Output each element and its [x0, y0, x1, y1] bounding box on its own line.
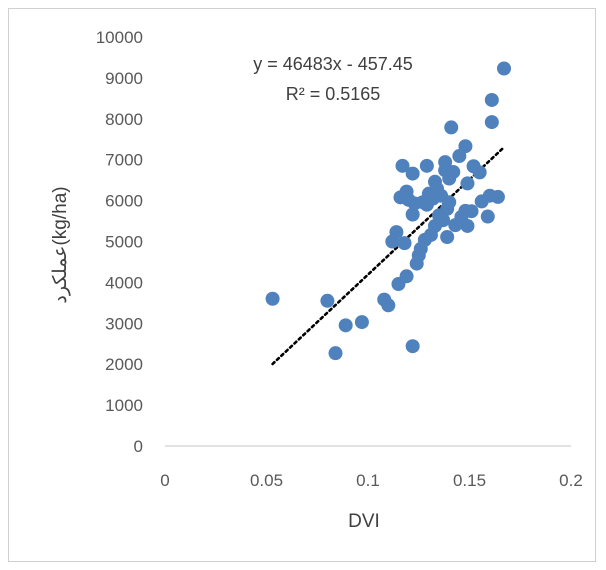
data-point: [484, 92, 499, 107]
x-tick-label: 0.05: [250, 471, 283, 490]
data-point: [460, 176, 475, 191]
y-tick-label: 7000: [105, 151, 143, 170]
y-tick-label: 1000: [105, 396, 143, 415]
y-tick-label: 9000: [105, 69, 143, 88]
data-point: [458, 139, 473, 154]
data-point: [405, 339, 420, 354]
data-point: [464, 204, 479, 219]
data-point: [354, 315, 369, 330]
data-point: [480, 209, 495, 224]
data-point: [399, 269, 414, 284]
data-point: [440, 230, 455, 245]
data-point: [419, 158, 434, 173]
y-tick-label: 8000: [105, 110, 143, 129]
y-tick-label: 5000: [105, 233, 143, 252]
r-squared-label: R² = 0.5165: [286, 84, 381, 104]
y-tick-label: 4000: [105, 273, 143, 292]
x-tick-labels: 0 0.05 0.1 0.15 0.2: [160, 471, 583, 490]
data-point: [497, 61, 512, 76]
x-axis-title: DVI: [348, 511, 380, 532]
y-axis-title: (kg/ha)عملکرد: [50, 186, 71, 303]
x-tick-label: 0.1: [356, 471, 380, 490]
y-tick-label: 10000: [96, 28, 143, 47]
data-point: [405, 166, 420, 181]
data-point: [328, 346, 343, 361]
data-point: [338, 318, 353, 333]
data-point: [397, 236, 412, 251]
data-point: [320, 293, 335, 308]
data-points: [265, 61, 512, 361]
x-tick-label: 0: [160, 471, 169, 490]
data-point: [442, 195, 457, 210]
y-tick-label: 6000: [105, 192, 143, 211]
data-point: [265, 291, 280, 306]
y-tick-label: 0: [134, 437, 143, 456]
data-point: [395, 158, 410, 173]
y-tick-label: 3000: [105, 314, 143, 333]
data-point: [381, 298, 396, 313]
y-tick-labels: 0 1000 2000 3000 4000 5000 6000 7000 8000 9000 100…: [96, 28, 143, 456]
data-point: [389, 225, 404, 240]
data-point: [444, 120, 459, 135]
data-point: [490, 189, 505, 204]
x-tick-label: 0.2: [559, 471, 583, 490]
data-point: [446, 164, 461, 179]
data-point: [472, 165, 487, 180]
trendline-equation: y = 46483x - 457.45: [253, 54, 413, 74]
data-point: [405, 207, 420, 222]
data-point: [460, 218, 475, 233]
x-tick-label: 0.15: [453, 471, 486, 490]
data-point: [436, 213, 451, 228]
data-point: [484, 115, 499, 130]
y-tick-label: 2000: [105, 355, 143, 374]
